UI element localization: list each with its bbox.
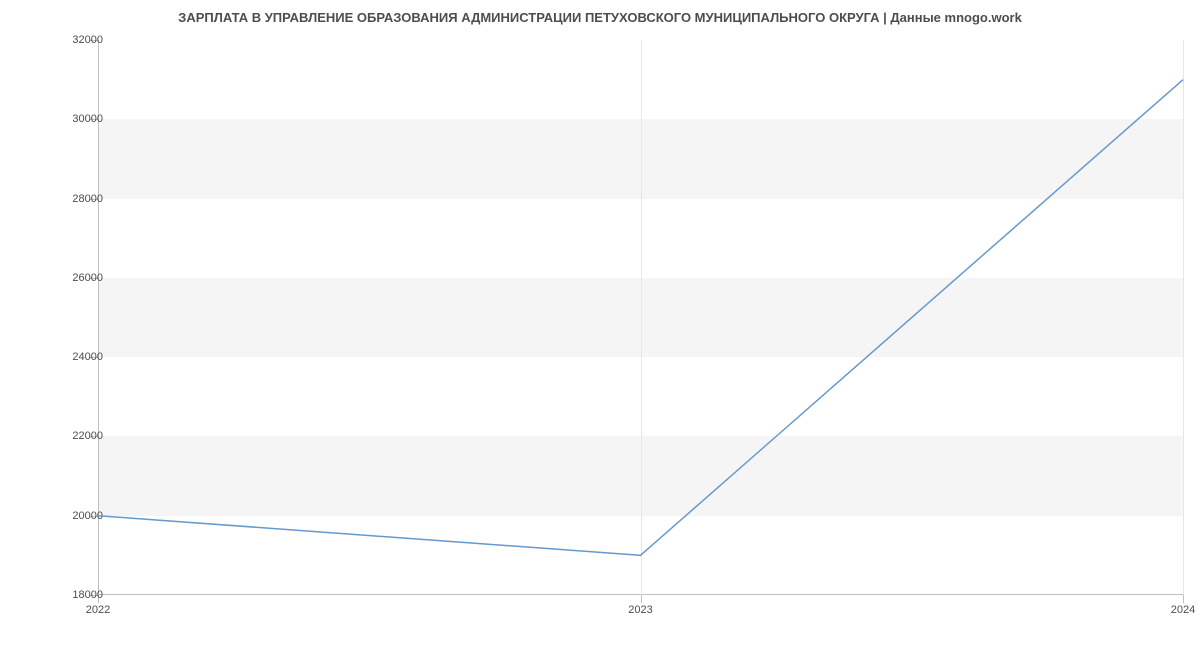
y-axis-label: 26000 xyxy=(43,272,103,284)
x-axis-label: 2022 xyxy=(86,604,110,616)
x-tick xyxy=(1183,595,1184,603)
y-axis-label: 24000 xyxy=(43,351,103,363)
x-axis-label: 2024 xyxy=(1171,604,1195,616)
y-axis-label: 28000 xyxy=(43,193,103,205)
y-axis-label: 18000 xyxy=(43,589,103,601)
chart-title: ЗАРПЛАТА В УПРАВЛЕНИЕ ОБРАЗОВАНИЯ АДМИНИ… xyxy=(0,10,1200,25)
x-axis-label: 2023 xyxy=(628,604,652,616)
line-chart: ЗАРПЛАТА В УПРАВЛЕНИЕ ОБРАЗОВАНИЯ АДМИНИ… xyxy=(0,0,1200,650)
x-tick xyxy=(641,595,642,603)
y-axis-label: 20000 xyxy=(43,510,103,522)
y-axis-label: 30000 xyxy=(43,113,103,125)
y-axis-label: 22000 xyxy=(43,430,103,442)
data-line xyxy=(98,80,1183,556)
x-gridline xyxy=(1183,40,1184,595)
chart-line-svg xyxy=(98,40,1183,595)
plot-area xyxy=(98,40,1183,595)
y-axis-label: 32000 xyxy=(43,34,103,46)
